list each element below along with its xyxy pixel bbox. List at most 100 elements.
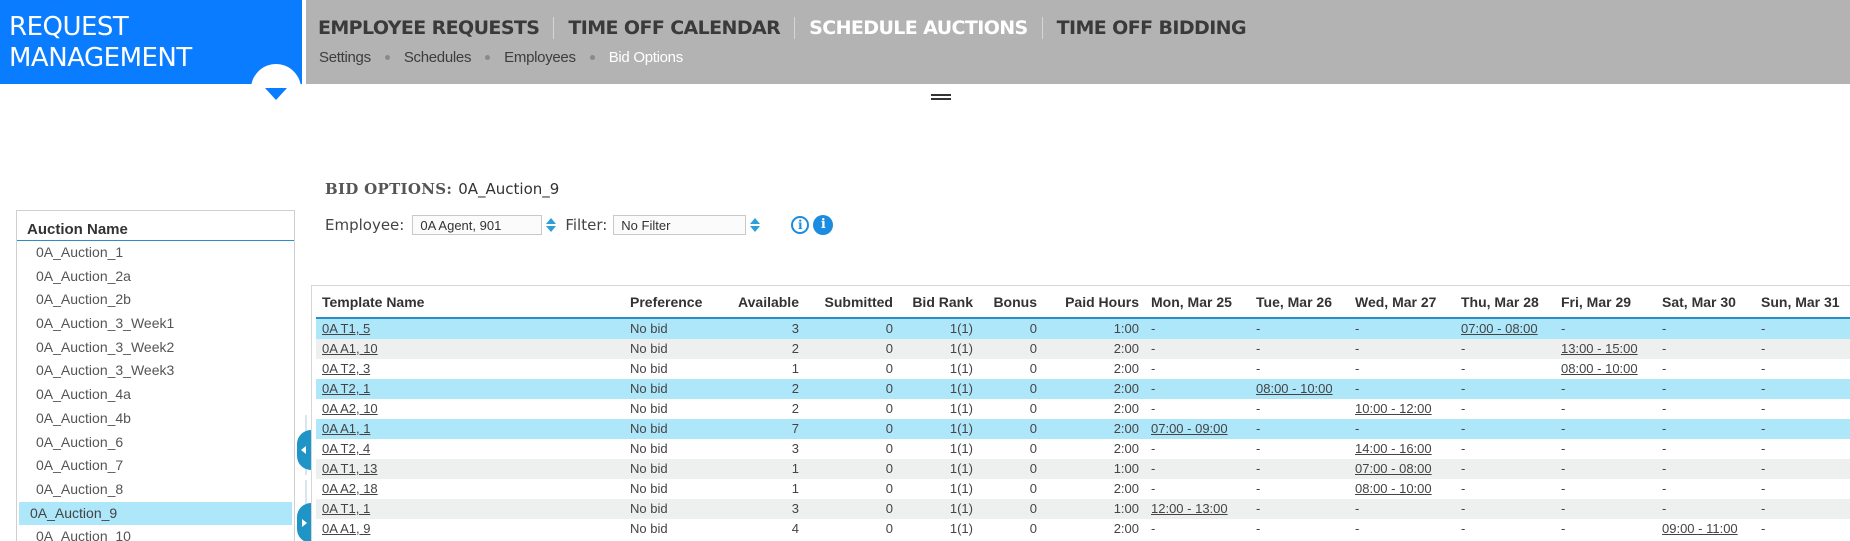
template-name-cell: 0A T1, 5 bbox=[316, 318, 624, 339]
tab-separator bbox=[553, 17, 555, 39]
shift-time-cell: - bbox=[1355, 341, 1360, 356]
auction-list-item[interactable]: 0A_Auction_3_Week2 bbox=[36, 338, 175, 355]
table-row[interactable]: 0A A1, 10 No bid 2 0 1(1) 0 2:00- - - -13:00 - 15… bbox=[316, 339, 1850, 359]
filter-select-arrows-icon[interactable] bbox=[749, 217, 761, 233]
template-name-link[interactable]: 0A T2, 4 bbox=[322, 441, 371, 456]
table-row[interactable]: 0A A2, 18 No bid 1 0 1(1) 0 2:00- -08:00 - 10:0… bbox=[316, 479, 1850, 499]
employee-select-arrows-icon[interactable] bbox=[545, 217, 557, 233]
column-header[interactable]: Mon, Mar 25 bbox=[1145, 286, 1250, 319]
table-row[interactable]: 0A T2, 3 No bid 1 0 1(1) 0 2:00- - - -08:00 - 10:… bbox=[316, 359, 1850, 379]
shift-time-link[interactable]: 07:00 - 08:00 bbox=[1355, 461, 1432, 476]
expand-right-button[interactable] bbox=[297, 503, 311, 541]
shift-time-cell: - bbox=[1151, 381, 1156, 396]
preference-cell: No bid bbox=[630, 461, 668, 476]
template-name-link[interactable]: 0A A2, 10 bbox=[322, 401, 378, 416]
collapse-left-button[interactable] bbox=[297, 430, 311, 470]
table-row[interactable]: 0A T1, 5 No bid 3 0 1(1) 0 1:00- - -07:00 - 08:0… bbox=[316, 318, 1850, 339]
menu-toggle-button[interactable] bbox=[251, 64, 301, 114]
column-header[interactable]: Submitted bbox=[805, 286, 899, 319]
shift-time-link[interactable]: 14:00 - 16:00 bbox=[1355, 441, 1432, 456]
breadcrumb-settings[interactable]: Settings bbox=[319, 49, 371, 66]
resize-handle-icon[interactable] bbox=[931, 94, 951, 102]
auction-list-item[interactable]: 0A_Auction_3_Week1 bbox=[36, 315, 175, 332]
column-header[interactable]: Sun, Mar 31 bbox=[1755, 286, 1850, 319]
shift-time-link[interactable]: 07:00 - 08:00 bbox=[1461, 321, 1538, 336]
shift-time-link[interactable]: 12:00 - 13:00 bbox=[1151, 501, 1228, 516]
template-name-link[interactable]: 0A T2, 3 bbox=[322, 361, 371, 376]
column-header[interactable]: Tue, Mar 26 bbox=[1250, 286, 1349, 319]
table-row[interactable]: 0A T2, 1 No bid 2 0 1(1) 0 2:00-08:00 - 10:00-… bbox=[316, 379, 1850, 399]
column-header[interactable]: Paid Hours bbox=[1043, 286, 1145, 319]
column-header[interactable]: Sat, Mar 30 bbox=[1656, 286, 1755, 319]
template-name-link[interactable]: 0A A2, 18 bbox=[322, 481, 378, 496]
bid-rank-cell: 1(1) bbox=[949, 461, 973, 476]
column-header[interactable]: Fri, Mar 29 bbox=[1555, 286, 1656, 319]
auction-list-item[interactable]: 0A_Auction_1 bbox=[36, 244, 124, 260]
shift-time-link[interactable]: 13:00 - 15:00 bbox=[1561, 341, 1638, 356]
table-row[interactable]: 0A T1, 13 No bid 1 0 1(1) 0 1:00- -07:00 - 08:0… bbox=[316, 459, 1850, 479]
shift-time-link[interactable]: 08:00 - 10:00 bbox=[1256, 381, 1333, 396]
template-name-link[interactable]: 0A T1, 5 bbox=[322, 321, 371, 336]
tab-time-off-calendar[interactable]: TIME OFF CALENDAR bbox=[568, 17, 781, 39]
template-name-link[interactable]: 0A A1, 10 bbox=[322, 341, 378, 356]
table-row[interactable]: 0A T2, 4 No bid 3 0 1(1) 0 2:00- -14:00 - 16:00… bbox=[316, 439, 1850, 459]
shift-time-cell: 13:00 - 15:00 bbox=[1555, 339, 1656, 359]
table-row[interactable]: 0A A2, 10 No bid 2 0 1(1) 0 2:00- -10:00 - 12:0… bbox=[316, 399, 1850, 419]
app-title-line1: REQUEST bbox=[9, 12, 129, 42]
bid-rank-cell: 1(1) bbox=[949, 341, 973, 356]
shift-time-link[interactable]: 08:00 - 10:00 bbox=[1355, 481, 1432, 496]
info-filled-icon[interactable]: i bbox=[813, 215, 834, 235]
shift-time-cell: - bbox=[1256, 341, 1261, 356]
bid-rank-cell: 1(1) bbox=[949, 501, 973, 516]
shift-time-link[interactable]: 10:00 - 12:00 bbox=[1355, 401, 1432, 416]
auction-list-header[interactable]: Auction Name bbox=[17, 211, 294, 241]
auction-list-item[interactable]: 0A_Auction_9 bbox=[19, 501, 292, 526]
template-name-link[interactable]: 0A A1, 9 bbox=[322, 521, 371, 536]
shift-time-cell: - bbox=[1761, 481, 1766, 496]
shift-time-cell: - bbox=[1662, 341, 1667, 356]
tab-schedule-auctions[interactable]: SCHEDULE AUCTIONS bbox=[809, 17, 1028, 39]
template-name-link[interactable]: 0A T1, 13 bbox=[322, 461, 378, 476]
info-outline-icon[interactable]: i bbox=[791, 216, 810, 234]
column-header[interactable]: Template Name bbox=[316, 286, 624, 319]
filter-select[interactable]: No Filter bbox=[613, 215, 747, 235]
auction-list-item[interactable]: 0A_Auction_6 bbox=[36, 433, 124, 450]
shift-time-link[interactable]: 08:00 - 10:00 bbox=[1561, 361, 1638, 376]
column-header[interactable]: Thu, Mar 28 bbox=[1455, 286, 1555, 319]
preference-cell: No bid bbox=[630, 521, 668, 536]
column-header[interactable]: Bonus bbox=[979, 286, 1043, 319]
column-header[interactable]: Bid Rank bbox=[899, 286, 979, 319]
template-name-link[interactable]: 0A T1, 1 bbox=[322, 501, 371, 516]
shift-time-cell: - bbox=[1761, 441, 1766, 456]
shift-time-cell: - bbox=[1256, 481, 1261, 496]
available-cell: 3 bbox=[791, 441, 799, 456]
employee-select[interactable]: 0A Agent, 901 bbox=[412, 215, 543, 235]
breadcrumb-schedules[interactable]: Schedules bbox=[403, 49, 472, 66]
column-header[interactable]: Preference bbox=[624, 286, 719, 319]
shift-time-link[interactable]: 07:00 - 09:00 bbox=[1151, 421, 1228, 436]
template-name-link[interactable]: 0A T2, 1 bbox=[322, 381, 371, 396]
table-row[interactable]: 0A A1, 9 No bid 4 0 1(1) 0 2:00- - - - -09:00 - 11… bbox=[316, 519, 1850, 539]
tab-employee-requests[interactable]: EMPLOYEE REQUESTS bbox=[318, 17, 540, 39]
auction-list-item[interactable]: 0A_Auction_3_Week3 bbox=[36, 362, 175, 379]
table-row[interactable]: 0A A1, 1 No bid 7 0 1(1) 0 2:00 07:00 - 09:00 - -… bbox=[316, 419, 1850, 439]
bid-rank-cell: 1(1) bbox=[949, 361, 973, 376]
breadcrumb-employees[interactable]: Employees bbox=[504, 49, 576, 66]
column-header[interactable]: Available bbox=[719, 286, 805, 319]
auction-list-item[interactable]: 0A_Auction_8 bbox=[36, 480, 124, 497]
auction-list-item[interactable]: 0A_Auction_4a bbox=[36, 386, 131, 403]
template-name-cell: 0A T1, 13 bbox=[316, 459, 624, 479]
auction-list-item[interactable]: 0A_Auction_2a bbox=[36, 267, 131, 284]
column-header[interactable]: Wed, Mar 27 bbox=[1349, 286, 1455, 319]
auction-list-item[interactable]: 0A_Auction_2b bbox=[36, 291, 131, 308]
breadcrumb-bid-options[interactable]: Bid Options bbox=[608, 49, 684, 66]
auction-list-item[interactable]: 0A_Auction_10 bbox=[36, 528, 131, 541]
auction-list-item[interactable]: 0A_Auction_7 bbox=[36, 457, 124, 474]
table-row[interactable]: 0A T1, 1 No bid 3 0 1(1) 0 1:00 12:00 - 13:00 - -… bbox=[316, 499, 1850, 519]
preference-cell: No bid bbox=[630, 381, 668, 396]
shift-time-link[interactable]: 09:00 - 11:00 bbox=[1662, 521, 1738, 536]
template-name-link[interactable]: 0A A1, 1 bbox=[322, 421, 371, 436]
auction-list-item[interactable]: 0A_Auction_4b bbox=[36, 409, 131, 426]
paid-hours-cell: 2:00 bbox=[1113, 361, 1139, 376]
tab-time-off-bidding[interactable]: TIME OFF BIDDING bbox=[1056, 17, 1247, 39]
